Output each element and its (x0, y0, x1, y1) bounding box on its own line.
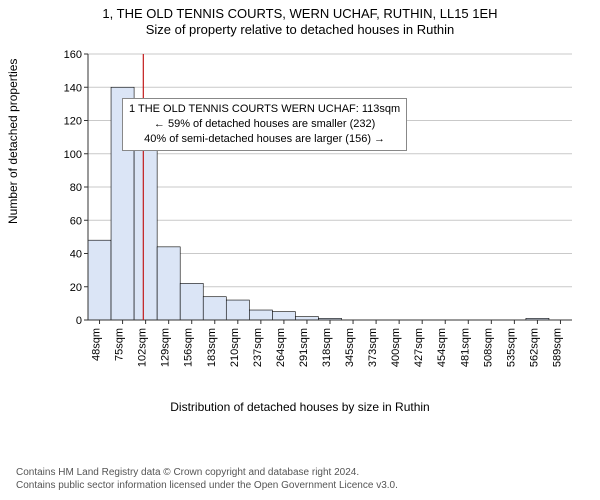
svg-text:0: 0 (76, 315, 82, 327)
title-line-1: 1, THE OLD TENNIS COURTS, WERN UCHAF, RU… (0, 6, 600, 22)
footer-line-1: Contains HM Land Registry data © Crown c… (16, 466, 398, 479)
annotation-line: ← 59% of detached houses are smaller (23… (129, 117, 400, 132)
svg-text:373sqm: 373sqm (367, 328, 379, 367)
annotation-line: 40% of semi-detached houses are larger (… (129, 132, 400, 147)
svg-text:291sqm: 291sqm (298, 328, 310, 367)
footer-line-2: Contains public sector information licen… (16, 479, 398, 492)
svg-text:140: 140 (64, 82, 82, 94)
svg-text:48sqm: 48sqm (91, 328, 103, 361)
chart-area: Number of detached properties 0 20 40 60 80 1… (0, 44, 600, 434)
svg-text:264sqm: 264sqm (275, 328, 287, 367)
svg-text:60: 60 (70, 215, 82, 227)
svg-text:400sqm: 400sqm (390, 328, 402, 367)
x-axis-label: Distribution of detached houses by size … (0, 400, 600, 414)
svg-text:508sqm: 508sqm (482, 328, 494, 367)
svg-text:183sqm: 183sqm (206, 328, 218, 367)
svg-text:427sqm: 427sqm (413, 328, 425, 367)
svg-text:562sqm: 562sqm (528, 328, 540, 367)
svg-text:129sqm: 129sqm (160, 328, 172, 367)
svg-text:345sqm: 345sqm (344, 328, 356, 367)
svg-text:160: 160 (64, 50, 82, 61)
annotation-line: 1 THE OLD TENNIS COURTS WERN UCHAF: 113s… (129, 102, 400, 117)
svg-text:102sqm: 102sqm (137, 328, 149, 367)
annotation-box: 1 THE OLD TENNIS COURTS WERN UCHAF: 113s… (122, 98, 407, 151)
svg-text:481sqm: 481sqm (459, 328, 471, 367)
title-line-2: Size of property relative to detached ho… (0, 22, 600, 38)
svg-text:120: 120 (64, 116, 82, 128)
footer-attribution: Contains HM Land Registry data © Crown c… (16, 466, 398, 492)
y-axis-label: Number of detached properties (6, 59, 20, 224)
svg-text:40: 40 (70, 249, 82, 261)
svg-text:75sqm: 75sqm (114, 328, 126, 361)
svg-text:80: 80 (70, 182, 82, 194)
svg-text:535sqm: 535sqm (505, 328, 517, 367)
svg-text:156sqm: 156sqm (183, 328, 195, 367)
svg-text:454sqm: 454sqm (436, 328, 448, 367)
chart-title: 1, THE OLD TENNIS COURTS, WERN UCHAF, RU… (0, 0, 600, 39)
svg-text:237sqm: 237sqm (252, 328, 264, 367)
svg-text:20: 20 (70, 282, 82, 294)
svg-text:318sqm: 318sqm (321, 328, 333, 367)
svg-text:100: 100 (64, 149, 82, 161)
svg-text:210sqm: 210sqm (229, 328, 241, 367)
svg-text:589sqm: 589sqm (551, 328, 563, 367)
